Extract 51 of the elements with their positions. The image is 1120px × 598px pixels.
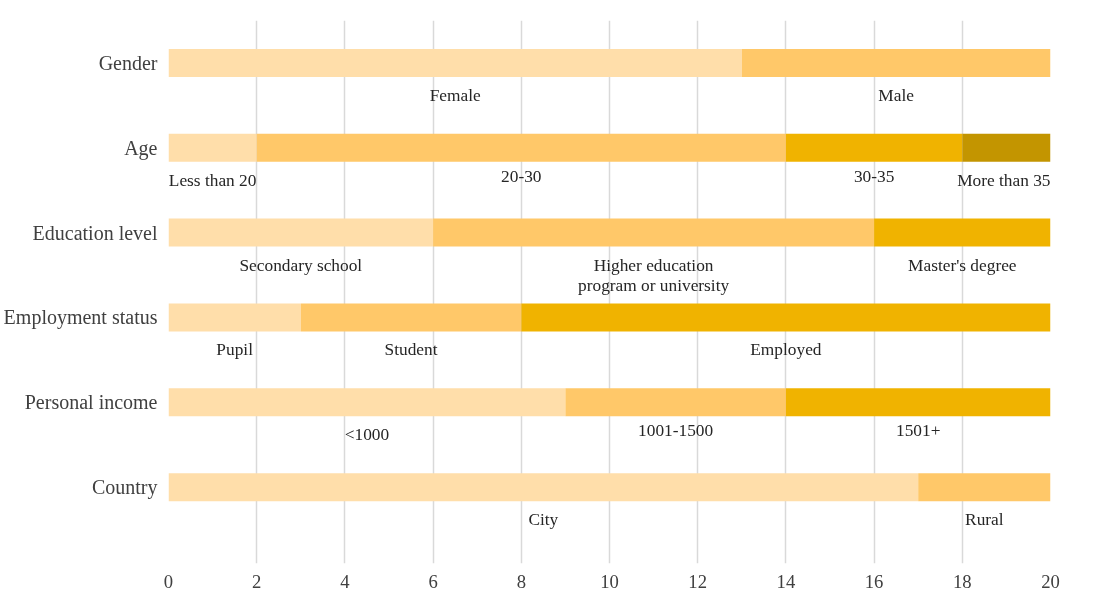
- annotation: Female: [429, 85, 481, 105]
- y-tick-label: Education level: [32, 221, 158, 244]
- annotation: Master's degree: [908, 255, 1017, 275]
- bar: [521, 303, 1051, 332]
- x-tick-label: 20: [1041, 570, 1060, 592]
- annotation: 1001-1500: [638, 421, 714, 441]
- x-tick-label: 2: [252, 570, 262, 592]
- y-tick-label: Age: [124, 136, 158, 160]
- y-tick-label: Employment status: [3, 306, 158, 330]
- bar: [256, 133, 786, 162]
- x-tick-label: 10: [600, 570, 619, 592]
- bar: [168, 218, 434, 247]
- bar: [741, 48, 1051, 77]
- annotation: Rural: [965, 510, 1004, 530]
- annotation: Secondary school: [239, 255, 363, 275]
- bar: [168, 473, 919, 502]
- bar: [785, 388, 1051, 417]
- bar: [168, 388, 566, 417]
- annotation: 20-30: [501, 166, 542, 186]
- y-tick-label: Personal income: [24, 391, 158, 414]
- x-tick-label: 14: [776, 570, 796, 592]
- x-tick-label: 8: [516, 570, 526, 592]
- bar: [565, 388, 786, 417]
- annotation: Male: [878, 85, 915, 105]
- x-tick-label: 4: [340, 570, 351, 592]
- annotation: Pupil: [216, 340, 254, 360]
- bar: [168, 48, 742, 77]
- x-tick-label: 12: [688, 570, 708, 592]
- x-tick-label: 18: [952, 570, 972, 592]
- annotation: Student: [384, 340, 438, 360]
- annotation: 30-35: [853, 166, 895, 186]
- x-tick-label: 6: [428, 570, 438, 592]
- bar: [962, 133, 1051, 162]
- annotation: Higher education program or university: [578, 255, 730, 296]
- x-tick-label: 16: [864, 570, 884, 592]
- annotation: Employed: [750, 340, 822, 360]
- annotation: City: [528, 510, 559, 530]
- annotation: Less than 20: [168, 170, 257, 190]
- bar: [874, 218, 1051, 247]
- annotation: <1000: [344, 425, 390, 445]
- bar: [785, 133, 963, 162]
- y-tick-label: Country: [91, 476, 158, 500]
- y-tick-label: Gender: [98, 51, 158, 74]
- bar: [168, 133, 257, 162]
- bar: [300, 303, 522, 332]
- bar: [918, 473, 1051, 502]
- x-tick-label: 0: [163, 570, 174, 592]
- bar: [168, 303, 301, 332]
- bar: [433, 218, 875, 247]
- annotation: More than 35: [957, 170, 1051, 190]
- annotation: 1501+: [895, 421, 941, 441]
